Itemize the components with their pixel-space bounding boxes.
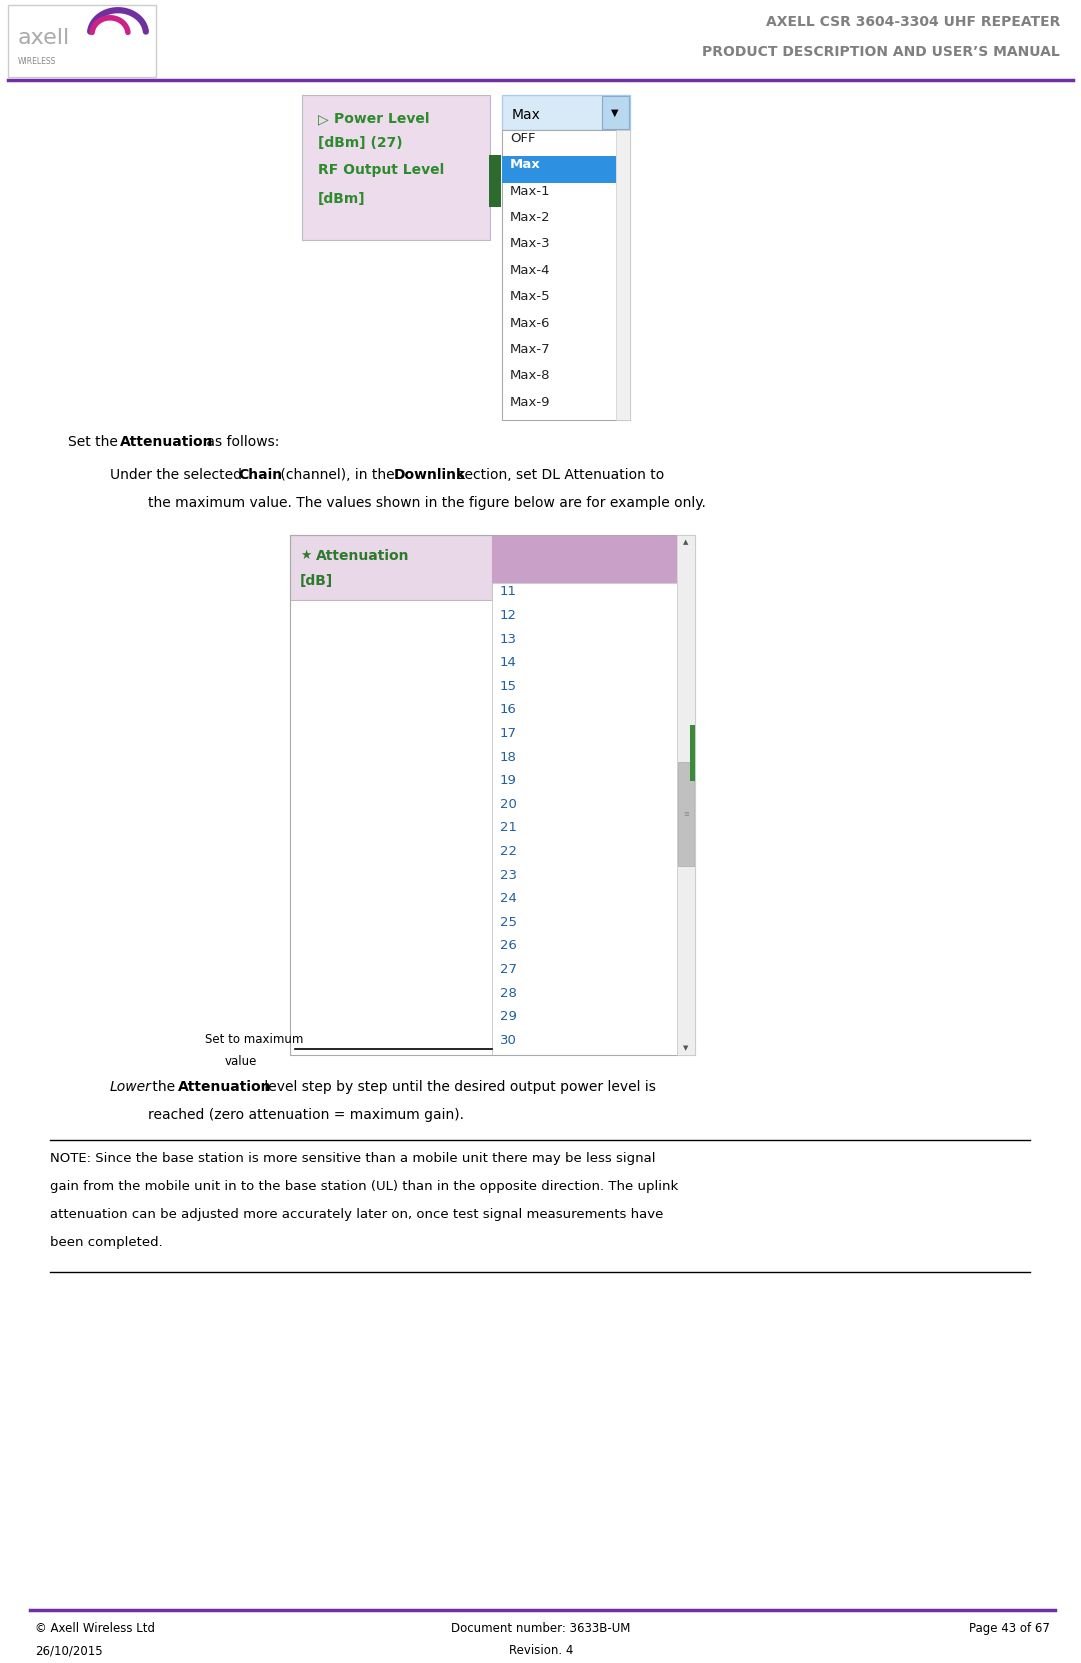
Text: 24: 24 xyxy=(501,891,517,905)
Bar xyxy=(616,130,630,421)
Text: reached (zero attenuation = maximum gain).: reached (zero attenuation = maximum gain… xyxy=(148,1108,464,1123)
Bar xyxy=(502,156,616,183)
Text: NOTE: Since the base station is more sensitive than a mobile unit there may be l: NOTE: Since the base station is more sen… xyxy=(50,1152,655,1166)
Text: as follows:: as follows: xyxy=(202,436,279,449)
Text: Max: Max xyxy=(512,108,540,121)
Text: PRODUCT DESCRIPTION AND USER’S MANUAL: PRODUCT DESCRIPTION AND USER’S MANUAL xyxy=(703,45,1060,58)
Text: Max-8: Max-8 xyxy=(510,369,550,382)
Text: ▷: ▷ xyxy=(318,111,329,126)
Text: Max-7: Max-7 xyxy=(510,343,550,356)
Text: 15: 15 xyxy=(501,680,517,693)
Text: 23: 23 xyxy=(501,868,517,881)
Text: 17: 17 xyxy=(501,727,517,740)
Text: Max-4: Max-4 xyxy=(510,264,550,276)
Bar xyxy=(492,584,677,1054)
Text: 16: 16 xyxy=(501,703,517,717)
Text: [dB]: [dB] xyxy=(301,574,333,589)
Text: Chain: Chain xyxy=(238,467,282,482)
Text: ≡: ≡ xyxy=(683,812,689,817)
Bar xyxy=(290,535,695,1054)
Text: Page 43 of 67: Page 43 of 67 xyxy=(970,1621,1050,1635)
Text: Set the: Set the xyxy=(68,436,122,449)
Text: © Axell Wireless Ltd: © Axell Wireless Ltd xyxy=(35,1621,155,1635)
Text: ★: ★ xyxy=(301,549,311,562)
Text: Power Level: Power Level xyxy=(334,111,429,126)
Text: been completed.: been completed. xyxy=(50,1236,163,1249)
Text: gain from the mobile unit in to the base station (UL) than in the opposite direc: gain from the mobile unit in to the base… xyxy=(50,1181,678,1192)
Text: 29: 29 xyxy=(501,1009,517,1023)
Text: Max: Max xyxy=(510,158,540,171)
Text: WIRELESS: WIRELESS xyxy=(18,58,56,67)
Text: Max-6: Max-6 xyxy=(510,316,550,329)
Text: 26/10/2015: 26/10/2015 xyxy=(35,1645,103,1656)
Bar xyxy=(290,535,492,600)
Text: section, set DL Attenuation to: section, set DL Attenuation to xyxy=(453,467,664,482)
Text: Max-3: Max-3 xyxy=(510,238,550,251)
Text: OFF: OFF xyxy=(510,131,535,145)
Text: 13: 13 xyxy=(501,632,517,645)
Bar xyxy=(489,155,501,206)
Text: level step by step until the desired output power level is: level step by step until the desired out… xyxy=(261,1079,656,1094)
Text: 27: 27 xyxy=(501,963,517,976)
Text: Attenuation: Attenuation xyxy=(316,549,410,564)
Text: [dBm]: [dBm] xyxy=(318,191,365,206)
Text: 26: 26 xyxy=(501,940,517,953)
Text: Max-2: Max-2 xyxy=(510,211,550,225)
Text: ▼: ▼ xyxy=(611,108,618,118)
Text: Document number: 3633B-UM: Document number: 3633B-UM xyxy=(451,1621,630,1635)
Text: ▲: ▲ xyxy=(683,539,689,545)
Text: attenuation can be adjusted more accurately later on, once test signal measureme: attenuation can be adjusted more accurat… xyxy=(50,1207,664,1221)
Text: 19: 19 xyxy=(501,775,517,787)
Text: 21: 21 xyxy=(501,822,517,835)
Text: Revision. 4: Revision. 4 xyxy=(509,1645,573,1656)
Text: 28: 28 xyxy=(501,986,517,999)
Text: 12: 12 xyxy=(501,609,517,622)
Bar xyxy=(690,725,695,782)
Bar xyxy=(8,5,156,76)
Text: Max-1: Max-1 xyxy=(510,185,550,198)
Text: Under the selected: Under the selected xyxy=(110,467,246,482)
Text: (channel), in the: (channel), in the xyxy=(276,467,399,482)
Text: ▼: ▼ xyxy=(683,1044,689,1051)
Text: 30: 30 xyxy=(501,1034,517,1046)
Text: the maximum value. The values shown in the figure below are for example only.: the maximum value. The values shown in t… xyxy=(148,496,706,511)
Text: Max-9: Max-9 xyxy=(510,396,550,409)
Text: 20: 20 xyxy=(501,798,517,812)
Text: RF Output Level: RF Output Level xyxy=(318,163,444,176)
Text: Downlink: Downlink xyxy=(393,467,466,482)
Bar xyxy=(677,535,695,1054)
Text: 18: 18 xyxy=(501,750,517,763)
Text: the: the xyxy=(148,1079,179,1094)
Bar xyxy=(678,762,694,866)
Text: 11: 11 xyxy=(501,585,517,599)
Text: [dBm] (27): [dBm] (27) xyxy=(318,136,402,150)
Text: Max-5: Max-5 xyxy=(510,289,550,303)
Text: value: value xyxy=(225,1054,257,1068)
Text: 22: 22 xyxy=(501,845,517,858)
Text: Lower: Lower xyxy=(110,1079,151,1094)
Text: Attenuation: Attenuation xyxy=(120,436,214,449)
Bar xyxy=(502,95,630,130)
Bar xyxy=(302,95,490,239)
Text: 25: 25 xyxy=(501,916,517,928)
Text: 14: 14 xyxy=(501,657,517,669)
Bar xyxy=(502,130,630,421)
Bar xyxy=(492,535,677,584)
Text: axell: axell xyxy=(18,28,70,48)
Bar xyxy=(602,96,629,130)
Text: Attenuation: Attenuation xyxy=(178,1079,271,1094)
Text: AXELL CSR 3604-3304 UHF REPEATER: AXELL CSR 3604-3304 UHF REPEATER xyxy=(765,15,1060,28)
Text: Set to maximum: Set to maximum xyxy=(205,1033,304,1046)
